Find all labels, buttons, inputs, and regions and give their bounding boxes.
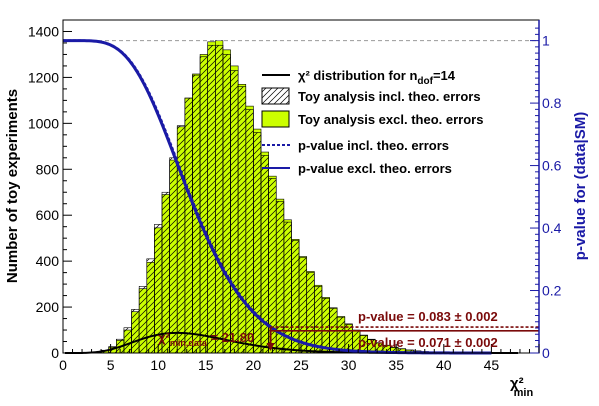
pvalue-incl-label: p-value = 0.083 ± 0.002: [358, 309, 498, 324]
legend-curve-label: χ² distribution for ndof=14: [298, 68, 456, 87]
right-tick-label: 1: [542, 33, 550, 49]
x-axis-ticks: 0 5 10 15 20 25 30 35 40 45: [59, 344, 540, 373]
hatched-bar: [298, 257, 308, 354]
right-tick-label: 0.4: [542, 220, 562, 236]
hatched-bar: [146, 258, 155, 354]
hatched-bar: [245, 109, 254, 354]
legend: χ² distribution for ndof=14 Toy analysis…: [261, 68, 483, 176]
hatched-bar: [207, 44, 216, 354]
legend-hatched-marker: [261, 87, 290, 105]
x-tick-label: 15: [198, 357, 214, 373]
hatched-bar: [161, 191, 170, 354]
x-tick-label: 40: [436, 357, 452, 373]
hatched-bar: [215, 44, 224, 354]
hatched-bar: [336, 316, 346, 354]
legend-filled-marker: [261, 110, 290, 128]
x-tick-label: 45: [484, 357, 500, 373]
right-tick-label: 0.2: [542, 283, 562, 299]
x-tick-label: 10: [150, 357, 166, 373]
legend-pvalue-incl-label: p-value incl. theo. errors: [298, 138, 449, 153]
y-axis-right-label: p-value for (data|SM): [572, 112, 589, 260]
x-tick-label: 35: [388, 357, 404, 373]
right-axis-ticks: 0 0.2 0.4 0.6 0.8 1: [530, 27, 562, 361]
legend-filled-label: Toy analysis excl. theo. errors: [298, 112, 483, 127]
hatched-bar: [123, 327, 132, 354]
y-tick-label: 800: [36, 161, 60, 177]
x-tick-label: 25: [293, 357, 309, 373]
y-axis-label: Number of toy experiments: [4, 89, 21, 283]
y-tick-label: 200: [36, 299, 60, 315]
y-tick-label: 0: [51, 345, 59, 361]
y-tick-label: 400: [36, 253, 60, 269]
y-tick-label: 1400: [28, 23, 59, 39]
y-axis-ticks: 0 200 400 600 800 1000 1200 1400: [28, 23, 72, 361]
y-tick-label: 1200: [28, 69, 59, 85]
x-tick-label: 20: [246, 357, 262, 373]
hatched-bar: [131, 309, 140, 354]
right-tick-label: 0.6: [542, 158, 562, 174]
hatched-bar: [138, 286, 148, 354]
y-tick-label: 1000: [28, 115, 59, 131]
hatched-bar: [237, 86, 247, 354]
observed-marker-arrow: [266, 343, 275, 351]
bars-hatched-series: [93, 44, 467, 354]
hatched-bar: [314, 286, 323, 354]
hatched-bar: [184, 97, 193, 354]
hatched-bar: [230, 70, 239, 354]
hatched-bar: [176, 125, 186, 354]
pvalue-excl-label: p-value = 0.071 ± 0.002: [358, 335, 498, 350]
legend-hatched-label: Toy analysis incl. theo. errors: [298, 89, 481, 104]
legend-pvalue-excl-label: p-value excl. theo. errors: [298, 161, 452, 176]
right-tick-label: 0: [542, 345, 550, 361]
hatched-bar: [306, 272, 315, 354]
hatched-bar: [291, 240, 300, 354]
x-axis-label: χ² min: [510, 375, 533, 399]
hatched-bar: [222, 54, 231, 354]
x-tick-label: 30: [341, 357, 357, 373]
right-tick-label: 0.8: [542, 95, 562, 111]
x-tick-label: 0: [59, 357, 67, 373]
hatched-bar: [199, 56, 209, 354]
y-tick-label: 600: [36, 207, 60, 223]
x-tick-label: 5: [107, 357, 115, 373]
hatched-bar: [283, 221, 292, 354]
hatched-bar: [321, 298, 330, 354]
observed-chi2-label: χ²min,data = 21.80: [158, 330, 254, 348]
hatched-bar: [169, 157, 178, 354]
